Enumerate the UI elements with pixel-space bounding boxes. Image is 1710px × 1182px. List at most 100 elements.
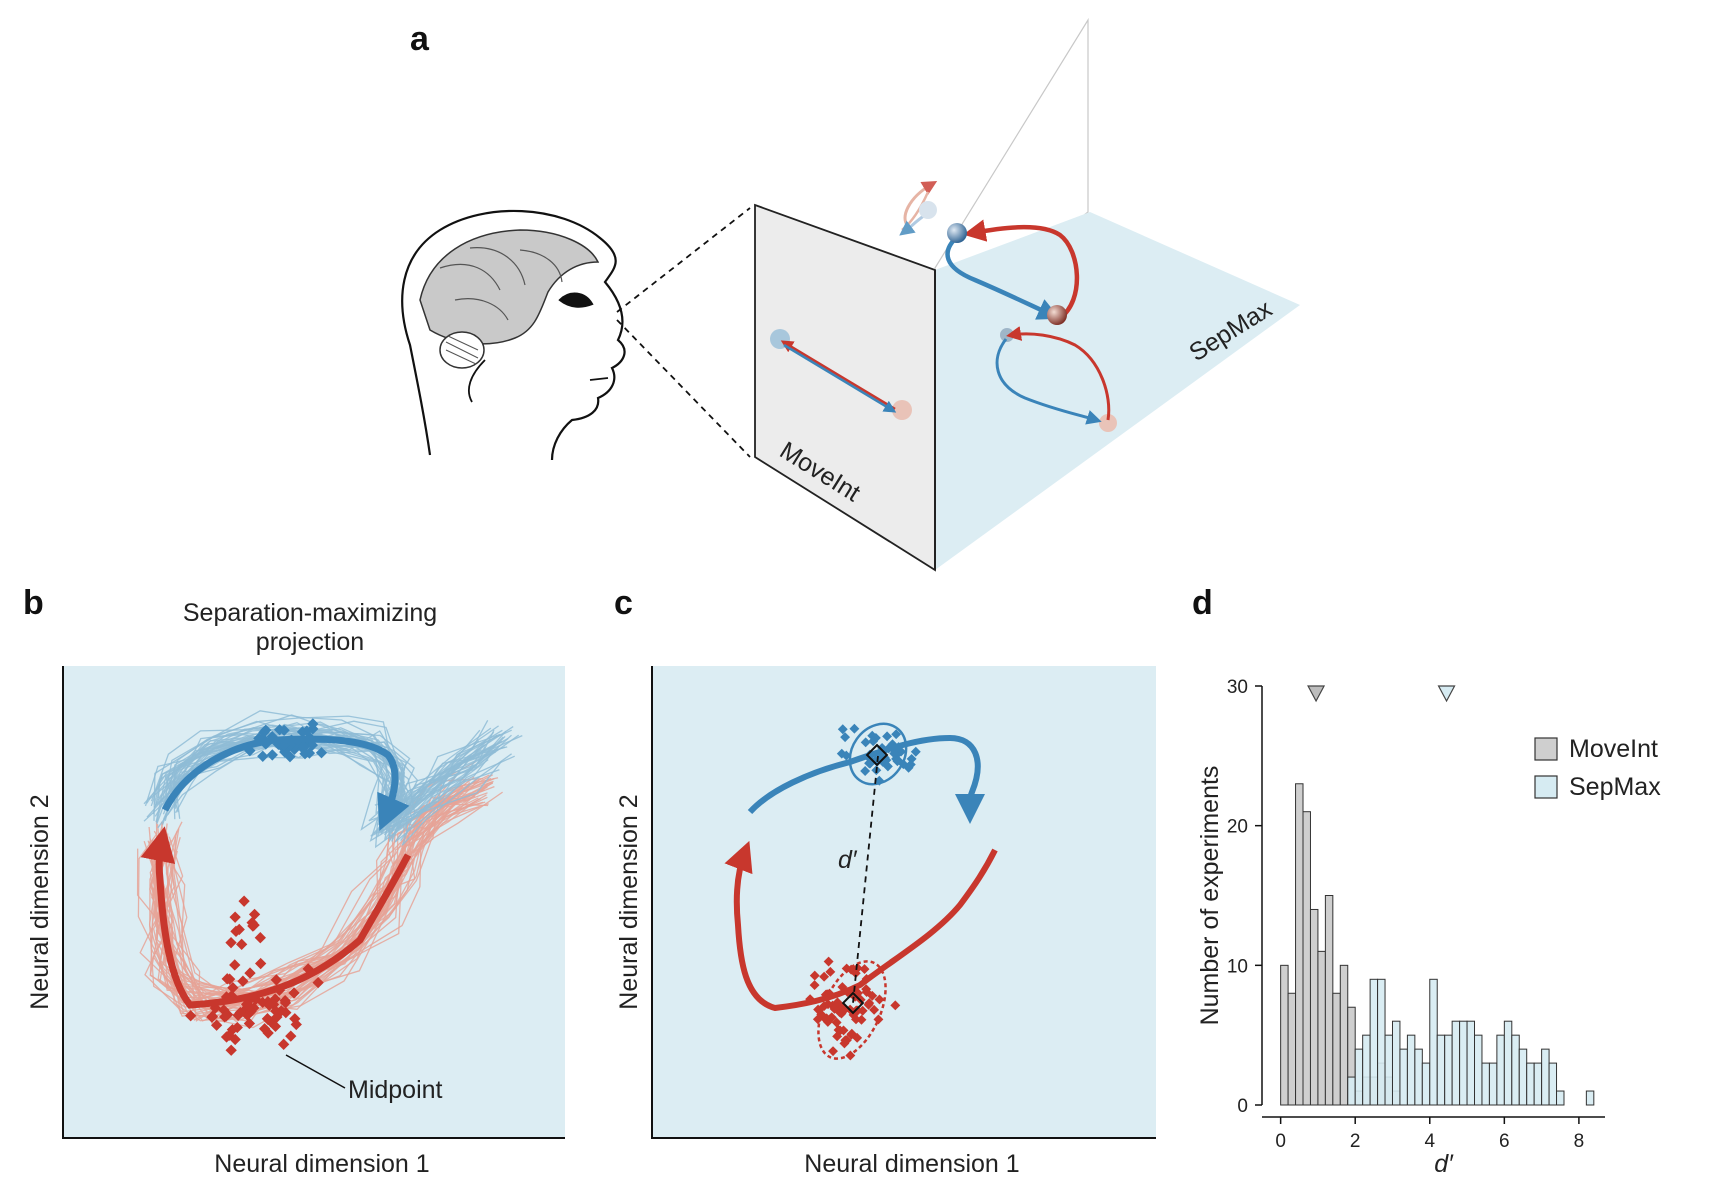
histogram-bar-sepmax — [1503, 1020, 1513, 1106]
midpoint-marker — [841, 963, 852, 974]
midpoint-marker — [277, 1038, 290, 1050]
single-trial-trajectory — [168, 720, 512, 820]
midpoint-marker — [231, 1021, 243, 1034]
midpoint-marker — [851, 1014, 861, 1025]
histogram-bar-sepmax — [1444, 1034, 1453, 1106]
moveint-start-red — [892, 400, 912, 420]
histogram-bar-sepmax — [1481, 1062, 1490, 1106]
y-tick-label: 0 — [1237, 1096, 1248, 1117]
midpoint-marker — [224, 973, 236, 985]
midpoint-marker — [315, 747, 328, 759]
chart-ylabel: Number of experiments — [1196, 766, 1224, 1026]
legend-label-sepmax: SepMax — [1569, 773, 1661, 801]
midpoint-marker — [269, 1020, 282, 1033]
blue-centroid-marker — [865, 743, 889, 767]
x-tick-label: 8 — [1574, 1131, 1585, 1152]
midpoint-marker — [254, 932, 266, 944]
midpoint-marker — [840, 1035, 851, 1046]
histogram-bar-sepmax — [1429, 978, 1438, 1106]
panel-b-axes — [62, 666, 565, 1139]
histogram-bar-sepmax — [1399, 1048, 1408, 1106]
midpoint-marker — [227, 982, 239, 994]
midpoint-marker — [235, 938, 248, 950]
histogram-bar-moveint — [1309, 908, 1319, 1106]
midpoint-marker — [852, 963, 863, 974]
midpoint-marker — [285, 1030, 297, 1042]
panel-c-mean-trajectory-blue — [747, 734, 985, 824]
midpoint-marker — [225, 1044, 237, 1056]
panel-a-label: a — [410, 20, 430, 58]
midpoint-marker — [257, 750, 269, 762]
midpoint-marker — [890, 1000, 901, 1011]
midpoint-marker — [819, 971, 830, 982]
histogram-bar-moveint — [1317, 950, 1326, 1106]
histogram-bar-moveint — [1295, 783, 1304, 1106]
midpoint-marker — [859, 964, 870, 975]
histogram-bar-sepmax — [1414, 1048, 1423, 1106]
midpoint-marker — [821, 1013, 832, 1024]
histogram-bar-moveint — [1332, 992, 1341, 1106]
panel-b-xlabel: Neural dimension 1 — [214, 1150, 429, 1178]
midpoint-marker — [297, 740, 309, 753]
mean-marker-sepmax — [1437, 685, 1456, 703]
midpoint-marker — [825, 966, 836, 977]
histogram-bar-moveint — [1280, 964, 1289, 1106]
histogram-bar-sepmax — [1354, 1048, 1364, 1106]
panel-b-title-line1: Separation-maximizing — [183, 599, 437, 627]
histogram-bar-sepmax — [1391, 1020, 1401, 1106]
dprime-annotation: d′ — [838, 846, 858, 874]
monkey-head-illustration — [401, 209, 626, 461]
midpoint-marker — [237, 975, 249, 987]
panel-c-axes — [651, 666, 1156, 1139]
x-tick-label: 2 — [1350, 1131, 1361, 1152]
midpoint-marker — [860, 737, 871, 748]
midpoint-marker — [312, 976, 324, 989]
histogram-bar-sepmax — [1436, 1034, 1446, 1106]
x-tick-label: 4 — [1424, 1131, 1435, 1152]
single-trial-trajectory — [172, 727, 523, 834]
panel-b-single-trial-trajectories — [136, 710, 523, 1029]
midpoint-marker — [823, 999, 833, 1010]
histogram-bar-sepmax — [1384, 1034, 1393, 1106]
y-tick-label: 30 — [1227, 677, 1248, 698]
midpoint-marker — [261, 1013, 274, 1025]
midpoint-marker — [823, 956, 834, 967]
panel-d-label: d — [1192, 584, 1213, 622]
histogram-bar-sepmax — [1406, 1034, 1416, 1106]
projection-line-bottom — [616, 319, 751, 458]
red-cluster-ellipse — [817, 960, 887, 1060]
panel-d-histogram: 0 10 20 30 0 2 4 6 8 d′ Number of experiments MoveI… — [1196, 677, 1661, 1178]
histogram-bar-sepmax — [1347, 1076, 1356, 1106]
midpoint-marker — [263, 999, 275, 1011]
trajectory-endpoint-red — [1047, 305, 1067, 325]
midpoint-marker — [229, 1033, 241, 1046]
midpoint-marker — [230, 925, 242, 937]
panel-c: c d′ Neural dimension 1 Neural dimension… — [614, 584, 1156, 1178]
histogram-bar-sepmax — [1496, 1034, 1505, 1106]
midpoint-marker — [229, 911, 241, 923]
projection-line-top — [616, 207, 751, 313]
midpoint-marker — [279, 997, 292, 1009]
midpoint-marker — [910, 746, 921, 757]
histogram-bar-sepmax — [1421, 1062, 1431, 1106]
midpoint-annotation: Midpoint — [348, 1076, 443, 1104]
midpoint-marker — [240, 998, 253, 1011]
histogram-bar-sepmax — [1556, 1090, 1565, 1106]
x-tick-label: 6 — [1499, 1131, 1510, 1152]
histogram-bar-sepmax — [1518, 1048, 1528, 1106]
histogram-bar-sepmax — [1459, 1020, 1468, 1106]
single-trial-trajectory — [163, 729, 495, 818]
midpoint-marker — [869, 1004, 880, 1015]
moveint-trajectories — [770, 329, 912, 420]
trajectory-endpoint-blue — [947, 223, 967, 243]
midpoint-marker — [225, 937, 237, 949]
midpoint-marker — [831, 1017, 842, 1028]
x-tick-label: 0 — [1275, 1131, 1286, 1152]
histogram-bar-moveint — [1324, 895, 1334, 1106]
dprime-distance-line — [852, 755, 879, 1004]
midpoint-marker — [279, 746, 291, 758]
trajectories-3d — [945, 219, 1080, 325]
blue-cluster-ellipse — [848, 722, 908, 786]
panel-d: d 0 10 20 30 0 2 4 6 8 d′ Number of experiments Mov… — [1192, 584, 1661, 1178]
sepmax-plane — [935, 212, 1300, 570]
